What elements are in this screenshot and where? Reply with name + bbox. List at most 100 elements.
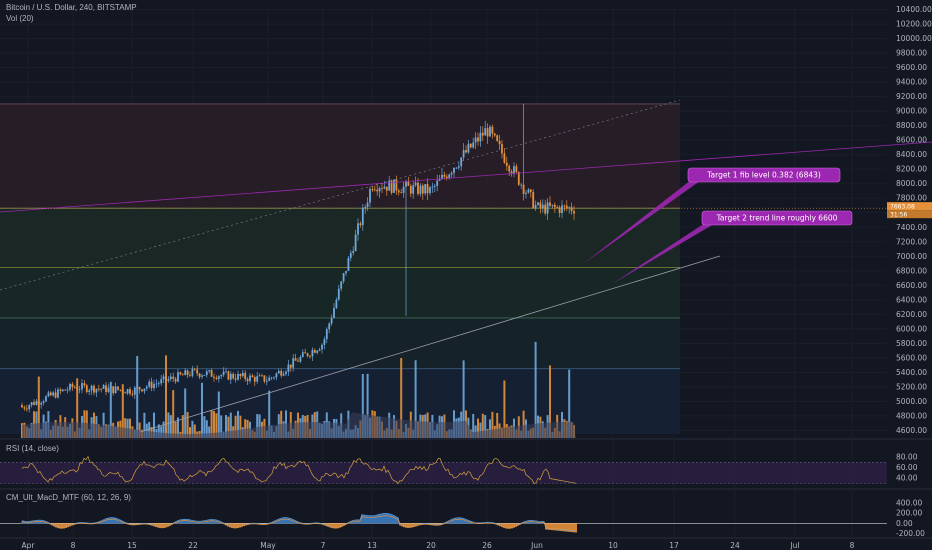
candle-body xyxy=(306,353,309,356)
macd-histogram-bar xyxy=(359,520,361,524)
candle-body xyxy=(366,202,369,208)
candle-body xyxy=(561,205,563,213)
macd-histogram-bar xyxy=(31,521,33,524)
candle-body xyxy=(498,140,501,145)
volume-bars xyxy=(21,341,576,438)
candle-body xyxy=(150,381,153,389)
volume-bar xyxy=(181,415,184,438)
candle-body xyxy=(520,184,523,186)
candle-body xyxy=(361,208,364,226)
macd-histogram-bar xyxy=(215,520,217,524)
price-tick-label: 8200.00 xyxy=(896,165,927,174)
macd-histogram-bar xyxy=(459,517,461,524)
macd-histogram-bar xyxy=(113,518,115,524)
candle-body xyxy=(275,373,278,378)
volume-bar xyxy=(165,355,167,438)
macd-histogram-bar xyxy=(327,523,329,527)
candle-body xyxy=(114,386,117,394)
candle-body xyxy=(465,150,467,153)
macd-histogram-bar xyxy=(411,523,413,528)
volume-bar xyxy=(145,423,148,438)
candle-body xyxy=(328,323,331,330)
candle-body xyxy=(537,202,539,205)
macd-histogram-bar xyxy=(291,519,293,524)
volume-legend[interactable]: Vol (20) xyxy=(6,14,34,23)
countdown-tag xyxy=(887,210,932,219)
macd-histogram-bar xyxy=(545,523,547,530)
macd-histogram-bar xyxy=(205,520,207,524)
macd-histogram-bar xyxy=(507,523,509,529)
candle-body xyxy=(318,349,321,351)
candle-body xyxy=(246,378,249,382)
candle-body xyxy=(54,392,57,398)
price-tick-label: 7000.00 xyxy=(896,252,927,261)
candle-body xyxy=(393,179,395,193)
macd-histogram-bar xyxy=(387,513,389,524)
candle-body xyxy=(234,378,237,380)
x-tick-label: Jun xyxy=(530,541,543,550)
macd-histogram-bar xyxy=(567,523,569,532)
macd-histogram-bar xyxy=(217,520,219,524)
macd-histogram-bar xyxy=(157,523,159,528)
candle-body xyxy=(532,191,535,209)
candle-body xyxy=(217,376,220,380)
candle-body xyxy=(285,371,287,375)
candle-body xyxy=(59,389,62,392)
candle-body xyxy=(35,401,38,405)
candle-body xyxy=(208,370,211,372)
candle-body xyxy=(352,250,355,253)
macd-legend[interactable]: CM_Ult_MacD_MTF (60, 12, 26, 9) xyxy=(6,493,131,502)
callout-pointer xyxy=(612,223,714,284)
candle-body xyxy=(323,339,326,345)
symbol-legend[interactable]: Bitcoin / U.S. Dollar, 240, BITSTAMP xyxy=(6,3,137,12)
callout-box xyxy=(687,167,841,183)
candle-body xyxy=(556,207,559,208)
candle-body xyxy=(489,126,491,137)
macd-histogram-bar xyxy=(375,515,377,524)
macd-histogram-bar xyxy=(41,520,43,524)
macd-histogram-bar xyxy=(181,519,183,524)
macd-histogram-bar xyxy=(279,518,281,524)
candle-body xyxy=(359,223,362,226)
macd-histogram-bar xyxy=(339,523,341,528)
macd-histogram-bar xyxy=(527,521,529,524)
macd-histogram-bar xyxy=(571,523,573,533)
volume-bar xyxy=(143,412,146,438)
macd-histogram-bar xyxy=(365,515,367,524)
macd-histogram-bar xyxy=(167,523,169,527)
rsi-legend[interactable]: RSI (14, close) xyxy=(6,444,59,453)
macd-histogram-bar xyxy=(239,523,241,528)
volume-bar xyxy=(472,414,475,438)
volume-bar xyxy=(189,427,191,438)
candle-body xyxy=(45,396,47,402)
x-tick-label: 10 xyxy=(608,541,618,550)
candle-body xyxy=(157,383,160,385)
macd-histogram-bar xyxy=(561,523,563,532)
candle-body xyxy=(563,205,566,207)
candle-body xyxy=(325,329,328,340)
candle-body xyxy=(244,372,247,379)
price-tick-label: 9000.00 xyxy=(896,107,927,116)
x-tick-label: 26 xyxy=(482,541,492,550)
candle-body xyxy=(184,370,187,376)
price-tick-label: 7200.00 xyxy=(896,237,927,246)
macd-histogram-bar xyxy=(385,513,387,524)
volume-bar xyxy=(549,365,551,438)
callout-text: Target 2 trend line roughly 6600 xyxy=(716,214,838,223)
macd-histogram-bar xyxy=(409,523,411,528)
macd-histogram-bar xyxy=(161,523,163,529)
candle-body xyxy=(400,192,403,194)
macd-histogram-bar xyxy=(21,521,23,524)
candle-body xyxy=(100,388,103,390)
volume-bar xyxy=(121,384,124,438)
candle-body xyxy=(529,189,532,192)
macd-histogram-bar xyxy=(415,523,417,527)
candle-body xyxy=(148,381,151,387)
macd-histogram-bar xyxy=(455,518,457,524)
macd-histogram-bar xyxy=(39,520,41,524)
volume-bar xyxy=(503,380,506,438)
candle-body xyxy=(40,402,43,405)
candle-body xyxy=(301,352,304,357)
candle-body xyxy=(52,392,55,396)
